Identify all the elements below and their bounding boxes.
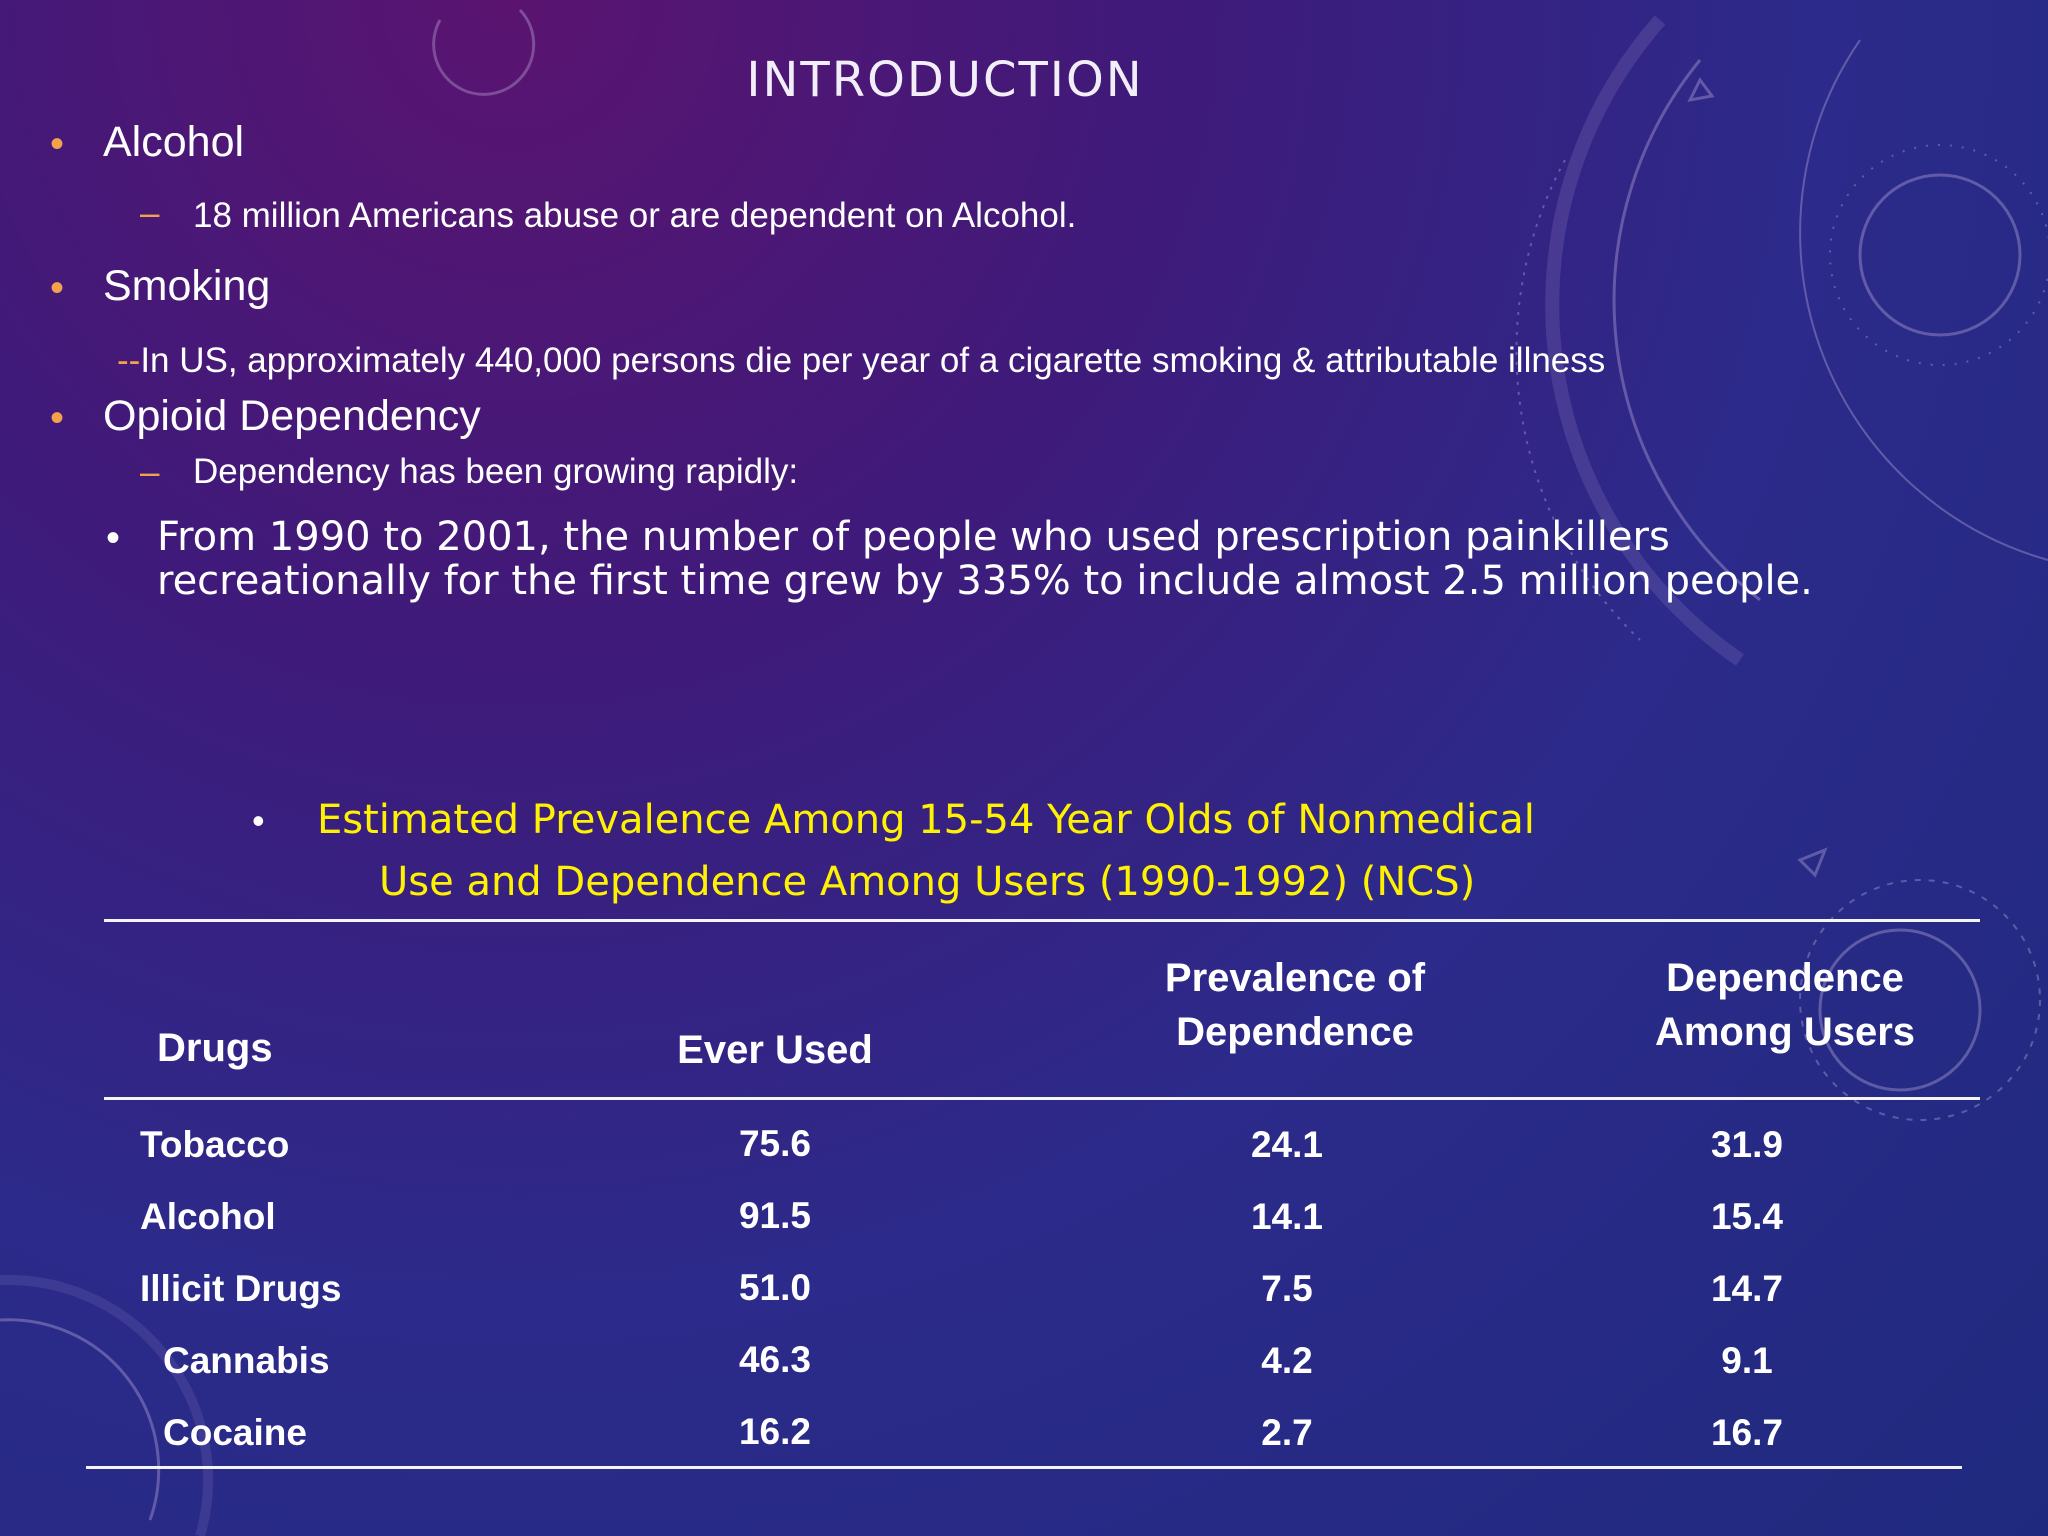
header-among-line2: Among Users (1654, 1010, 1916, 1054)
cell-among-users: 16.7 (1710, 1412, 1783, 1453)
opioid-detail-line1: From 1990 to 2001, the number of people … (157, 514, 1670, 560)
cell-ever-used: 91.5 (738, 1195, 811, 1236)
slide-title: INTRODUCTION (746, 52, 1144, 108)
opioid-detail-line2: recreationally for the first time grew b… (157, 558, 1813, 604)
dash-prefix: -- (117, 341, 141, 380)
cell-drug: Cocaine (163, 1412, 307, 1453)
caption-bullet: • (252, 800, 265, 841)
cell-prevalence: 7.5 (1261, 1268, 1313, 1309)
table-bottom-rule (86, 1466, 1962, 1469)
header-drugs: Drugs (157, 1026, 273, 1070)
header-prevalence-line1: Prevalence of (1164, 956, 1426, 1000)
cell-ever-used: 51.0 (738, 1267, 811, 1308)
cell-ever-used: 46.3 (738, 1339, 811, 1380)
table-header-rule (104, 1097, 1980, 1100)
bullet-dot-smoking: • (50, 266, 65, 310)
cell-among-users: 31.9 (1710, 1124, 1783, 1165)
bullet-opioid: Opioid Dependency (103, 392, 481, 440)
cell-among-users: 14.7 (1710, 1268, 1783, 1309)
bullet-dot-white: • (106, 516, 121, 560)
cell-drug: Cannabis (163, 1340, 330, 1381)
cell-drug: Tobacco (140, 1124, 290, 1165)
cell-ever-used: 16.2 (738, 1411, 811, 1452)
bullet-dot-opioid: • (50, 396, 65, 440)
cell-ever-used: 75.6 (738, 1123, 811, 1164)
header-among-users: Dependence Among Users (1585, 951, 1985, 1059)
bullet-smoking: Smoking (103, 262, 271, 310)
bullet-alcohol: Alcohol (103, 118, 245, 166)
sub-alcohol: 18 million Americans abuse or are depend… (193, 196, 1077, 235)
cell-prevalence: 4.2 (1261, 1340, 1313, 1381)
header-prevalence: Prevalence of Dependence (1100, 951, 1490, 1059)
cell-among-users: 15.4 (1710, 1196, 1783, 1237)
cell-prevalence: 2.7 (1261, 1412, 1313, 1453)
sub-smoking-text: In US, approximately 440,000 persons die… (140, 341, 1606, 380)
cell-drug: Illicit Drugs (140, 1268, 342, 1309)
dash-marker: – (140, 453, 160, 492)
header-among-line1: Dependence (1666, 956, 1904, 1000)
opioid-detail: From 1990 to 2001, the number of people … (157, 515, 1957, 603)
table-caption-line2: Use and Dependence Among Users (1990-199… (379, 859, 1476, 905)
cell-prevalence: 24.1 (1250, 1124, 1323, 1165)
header-ever-used: Ever Used (677, 1028, 873, 1072)
cell-prevalence: 14.1 (1250, 1196, 1323, 1237)
table-top-rule (104, 919, 1980, 922)
sub-smoking: --In US, approximately 440,000 persons d… (117, 341, 1605, 381)
bullet-dot-alcohol: • (50, 122, 65, 166)
cell-among-users: 9.1 (1721, 1340, 1773, 1381)
header-prevalence-line2: Dependence (1176, 1010, 1414, 1054)
table-caption-line1: Estimated Prevalence Among 15-54 Year Ol… (317, 797, 1535, 843)
cell-drug: Alcohol (140, 1196, 276, 1237)
dash-marker: – (140, 194, 160, 233)
sub-opioid: Dependency has been growing rapidly: (193, 452, 799, 491)
